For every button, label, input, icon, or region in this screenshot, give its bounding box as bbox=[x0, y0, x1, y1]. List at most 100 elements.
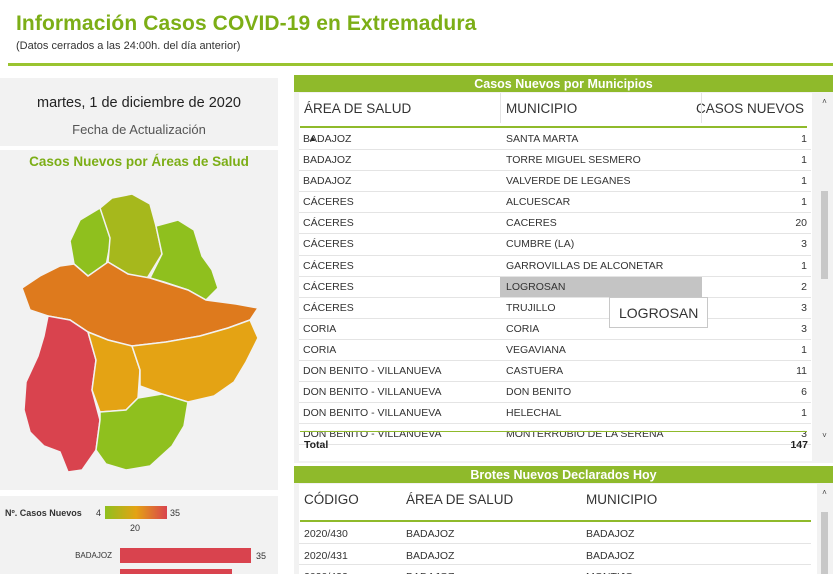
map-area-badajoz[interactable] bbox=[23, 315, 101, 473]
header-underline bbox=[300, 520, 811, 522]
brotes-title: Brotes Nuevos Declarados Hoy bbox=[294, 466, 833, 483]
scroll-down-icon[interactable]: ˅ bbox=[822, 431, 827, 440]
cell-casos: 3 bbox=[801, 301, 807, 314]
cell-area: DON BENITO - VILLANUEVA bbox=[303, 407, 442, 420]
cell-municipio[interactable]: CACERES bbox=[506, 217, 557, 230]
rows-fade bbox=[299, 423, 811, 431]
total-label: Total bbox=[304, 439, 329, 451]
legend-card: Nº. Casos Nuevos 4 35 20 BADAJOZ 35 bbox=[0, 496, 278, 574]
bar-badajoz[interactable] bbox=[120, 548, 251, 563]
cell-area: DON BENITO - VILLANUEVA bbox=[303, 386, 442, 399]
table-row[interactable]: CÁCERES TRUJILLO 3 bbox=[299, 298, 811, 319]
col-header-municipio[interactable]: MUNICIPIO bbox=[586, 492, 658, 507]
col-divider bbox=[500, 93, 501, 123]
brotes-rows: 2020/430 BADAJOZ BADAJOZ 2020/431 BADAJOZ BAD… bbox=[299, 522, 811, 574]
map-area-navalmoral[interactable] bbox=[148, 219, 219, 301]
table-row[interactable]: BADAJOZ TORRE MIGUEL SESMERO 1 bbox=[299, 150, 811, 172]
table-row[interactable]: 2020/431 BADAJOZ BADAJOZ bbox=[299, 544, 811, 565]
col-header-area[interactable]: ÁREA DE SALUD bbox=[406, 492, 514, 507]
table-row[interactable]: CÁCERES LOGROSAN 2 bbox=[299, 276, 811, 298]
brotes-scrollbar[interactable]: ˄ bbox=[819, 488, 830, 574]
date-card: martes, 1 de diciembre de 2020 Fecha de … bbox=[0, 78, 278, 146]
cell-area: BADAJOZ bbox=[406, 549, 455, 562]
cell-area: CÁCERES bbox=[303, 196, 354, 209]
cell-casos: 20 bbox=[795, 217, 807, 230]
cell-municipio[interactable]: CUMBRE (LA) bbox=[506, 238, 575, 251]
cell-casos: 1 bbox=[801, 343, 807, 356]
cell-area: BADAJOZ bbox=[406, 528, 455, 540]
cell-municipio[interactable]: SANTA MARTA bbox=[506, 133, 579, 145]
map-title: Casos Nuevos por Áreas de Salud bbox=[29, 154, 249, 169]
cell-area: CÁCERES bbox=[303, 301, 354, 314]
cell-area: BADAJOZ bbox=[303, 133, 352, 145]
col-header-codigo[interactable]: CÓDIGO bbox=[304, 492, 359, 507]
table-row[interactable]: CORIA VEGAVIANA 1 bbox=[299, 340, 811, 362]
scroll-up-icon[interactable]: ˄ bbox=[822, 488, 827, 497]
table-row[interactable]: CÁCERES ALCUESCAR 1 bbox=[299, 192, 811, 214]
cell-municipio[interactable]: GARROVILLAS DE ALCONETAR bbox=[506, 259, 664, 272]
cell-municipio[interactable]: DON BENITO bbox=[506, 386, 572, 399]
cell-municipio[interactable]: LOGROSAN bbox=[500, 276, 702, 297]
cell-municipio[interactable]: HELECHAL bbox=[506, 407, 562, 420]
brotes-table: CÓDIGO ÁREA DE SALUD MUNICIPIO 2020/430 B… bbox=[299, 484, 817, 574]
cell-codigo: 2020/430 bbox=[304, 528, 348, 540]
cell-municipio: MONTIJO bbox=[586, 571, 633, 574]
cell-casos: 1 bbox=[801, 407, 807, 420]
cell-casos: 3 bbox=[801, 238, 807, 251]
table-row[interactable]: CÁCERES CACERES 20 bbox=[299, 213, 811, 235]
col-header-casos[interactable]: CASOS NUEVOS bbox=[695, 101, 804, 116]
cell-area: DON BENITO - VILLANUEVA bbox=[303, 365, 442, 378]
table-row[interactable]: DON BENITO - VILLANUEVA CASTUERA 11 bbox=[299, 361, 811, 383]
table-row[interactable]: DON BENITO - VILLANUEVA DON BENITO 6 bbox=[299, 382, 811, 404]
cell-area: CORIA bbox=[303, 322, 337, 335]
cell-casos: 3 bbox=[801, 322, 807, 335]
table-row[interactable]: CORIA CORIA 3 bbox=[299, 319, 811, 340]
cell-municipio[interactable]: TRUJILLO bbox=[506, 301, 556, 314]
legend-label: Nº. Casos Nuevos bbox=[5, 508, 82, 518]
cell-area: BADAJOZ bbox=[303, 175, 352, 188]
sort-ascending-icon[interactable]: ▲ bbox=[308, 133, 317, 143]
table-row[interactable]: DON BENITO - VILLANUEVA HELECHAL 1 bbox=[299, 403, 811, 425]
brotes-card: Brotes Nuevos Declarados Hoy CÓDIGO ÁREA… bbox=[294, 466, 833, 574]
map-area-llerena-zafra[interactable] bbox=[95, 393, 189, 471]
map-card: Casos Nuevos por Áreas de Salud bbox=[0, 150, 278, 490]
cell-area: CORIA bbox=[303, 343, 337, 356]
update-date-label: Fecha de Actualización bbox=[72, 122, 206, 137]
total-divider bbox=[300, 431, 807, 432]
col-header-area[interactable]: ÁREA DE SALUD bbox=[304, 101, 412, 116]
cell-casos: 1 bbox=[801, 175, 807, 188]
cell-municipio[interactable]: VEGAVIANA bbox=[506, 343, 566, 356]
scroll-up-icon[interactable]: ˄ bbox=[822, 97, 827, 106]
cell-area: CÁCERES bbox=[303, 280, 354, 293]
municipios-title: Casos Nuevos por Municipios bbox=[294, 75, 833, 92]
cell-municipio[interactable]: ALCUESCAR bbox=[506, 196, 571, 209]
municipios-scrollbar[interactable]: ˄ ˅ bbox=[819, 97, 830, 443]
cell-municipio[interactable]: TORRE MIGUEL SESMERO bbox=[506, 154, 641, 167]
municipios-rows: BADAJOZ SANTA MARTA 1 BADAJOZ TORRE MIGUEL S… bbox=[299, 129, 811, 446]
scroll-thumb[interactable] bbox=[821, 191, 828, 279]
cell-casos: 1 bbox=[801, 133, 807, 145]
table-row[interactable]: BADAJOZ SANTA MARTA 1 bbox=[299, 129, 811, 151]
page-subtitle: (Datos cerrados a las 24:00h. del día an… bbox=[16, 40, 241, 52]
legend-max: 35 bbox=[170, 508, 181, 518]
cell-municipio[interactable]: CASTUERA bbox=[506, 365, 564, 378]
table-row[interactable]: CÁCERES CUMBRE (LA) 3 bbox=[299, 234, 811, 256]
col-divider bbox=[701, 93, 702, 123]
health-areas-map[interactable] bbox=[0, 150, 278, 490]
cell-area: CÁCERES bbox=[303, 217, 354, 230]
table-row[interactable]: BADAJOZ VALVERDE DE LEGANES 1 bbox=[299, 171, 811, 193]
municipios-table: ÁREA DE SALUD MUNICIPIO CASOS NUEVOS ▲ B… bbox=[299, 93, 812, 461]
scroll-thumb[interactable] bbox=[821, 512, 828, 574]
cell-municipio[interactable]: CORIA bbox=[506, 322, 540, 335]
cell-municipio[interactable]: VALVERDE DE LEGANES bbox=[506, 175, 631, 188]
tooltip: LOGROSAN bbox=[609, 297, 708, 328]
table-row[interactable]: 2020/432 BADAJOZ MONTIJO bbox=[299, 565, 811, 574]
table-row[interactable]: 2020/430 BADAJOZ BADAJOZ bbox=[299, 522, 811, 544]
map-area-don-benito[interactable] bbox=[130, 319, 259, 403]
bar-next[interactable] bbox=[120, 569, 232, 574]
cell-codigo: 2020/431 bbox=[304, 549, 348, 562]
col-header-municipio[interactable]: MUNICIPIO bbox=[506, 101, 578, 116]
cell-area: BADAJOZ bbox=[406, 571, 454, 574]
table-row[interactable]: CÁCERES GARROVILLAS DE ALCONETAR 1 bbox=[299, 256, 811, 277]
cell-codigo: 2020/432 bbox=[304, 571, 348, 574]
